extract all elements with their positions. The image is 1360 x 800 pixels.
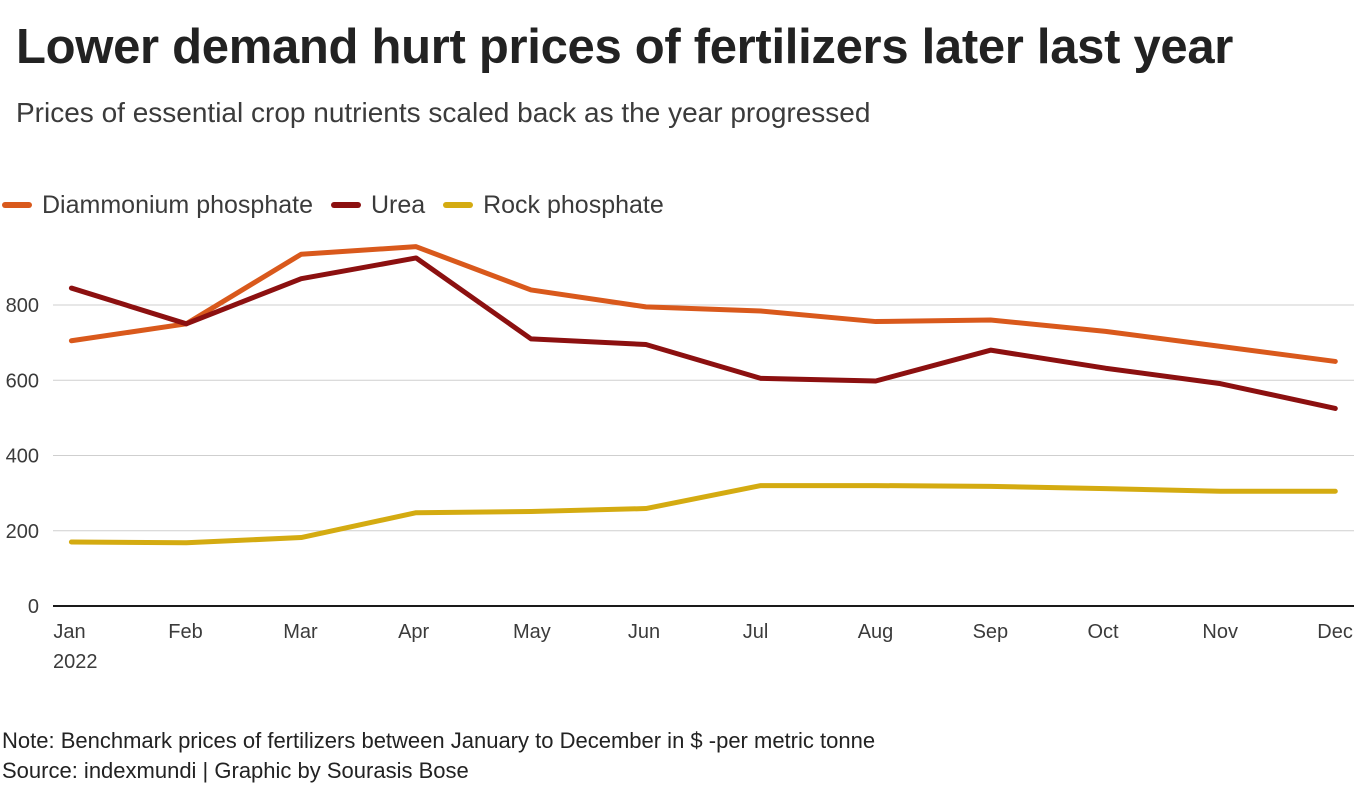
- svg-text:Jan: Jan: [53, 621, 85, 643]
- svg-text:400: 400: [6, 446, 39, 468]
- svg-text:Jul: Jul: [743, 621, 769, 643]
- svg-text:Sep: Sep: [973, 621, 1009, 643]
- svg-text:2022: 2022: [53, 651, 98, 673]
- svg-text:Feb: Feb: [168, 621, 202, 643]
- svg-text:May: May: [513, 621, 551, 643]
- svg-text:Jun: Jun: [628, 621, 660, 643]
- svg-text:0: 0: [28, 596, 39, 618]
- svg-text:Oct: Oct: [1088, 621, 1120, 643]
- svg-text:800: 800: [6, 295, 39, 317]
- svg-text:600: 600: [6, 370, 39, 392]
- svg-text:Aug: Aug: [858, 621, 894, 643]
- svg-text:Nov: Nov: [1202, 621, 1238, 643]
- svg-text:200: 200: [6, 521, 39, 543]
- svg-text:Dec: Dec: [1317, 621, 1353, 643]
- svg-text:Mar: Mar: [283, 621, 318, 643]
- svg-text:Apr: Apr: [398, 621, 429, 643]
